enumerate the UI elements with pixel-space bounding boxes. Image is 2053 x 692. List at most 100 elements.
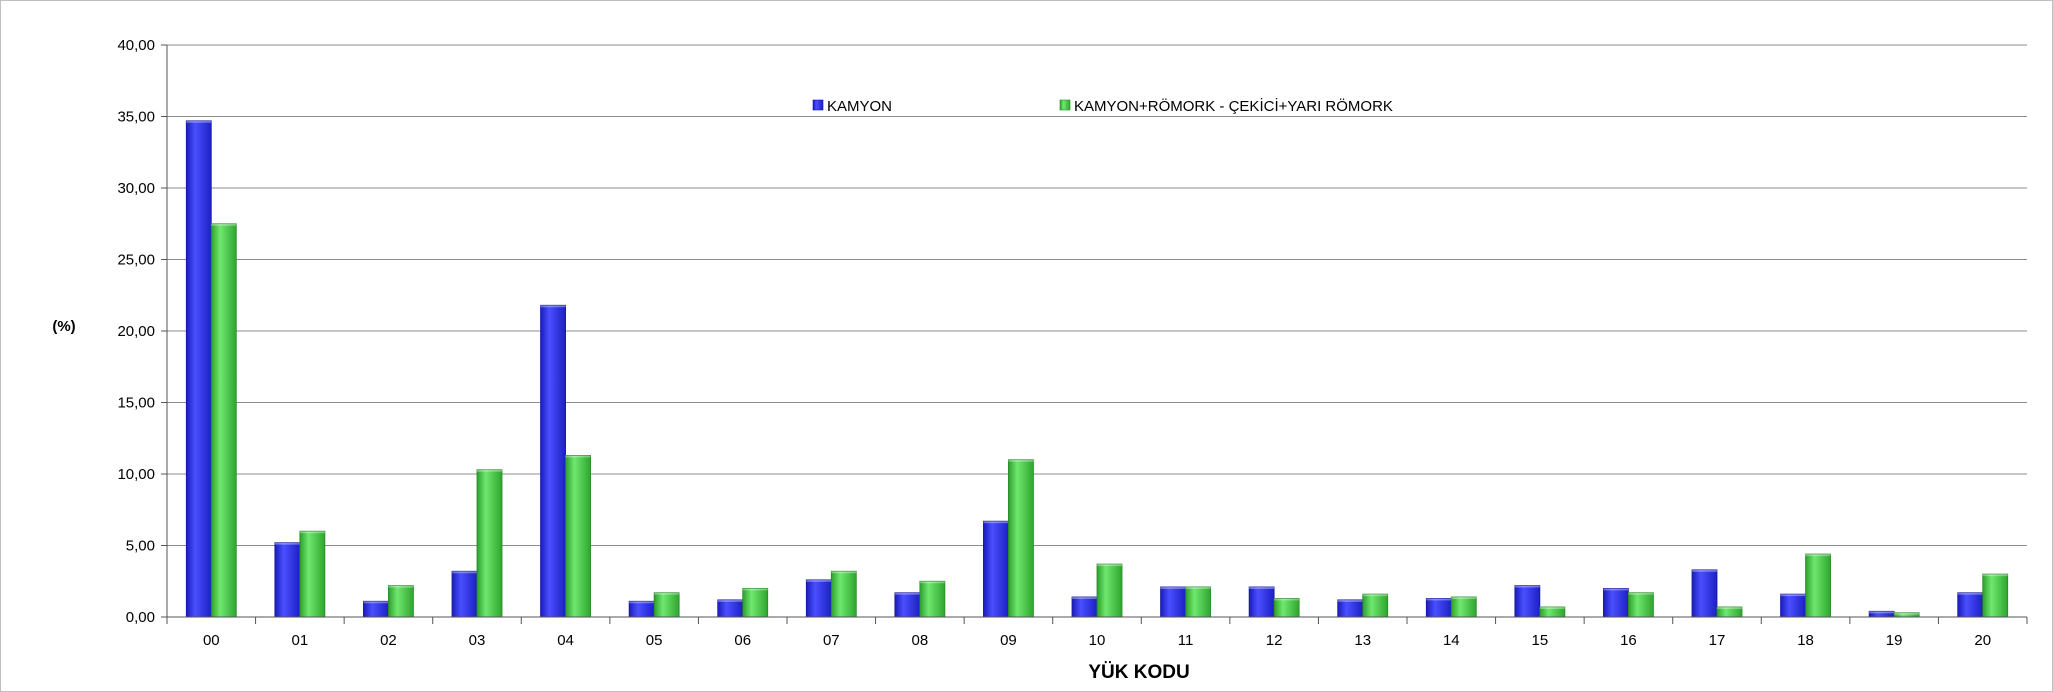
bar-kamyon-romork <box>1450 596 1477 618</box>
bar-kamyon-romork-highlight <box>1185 586 1211 589</box>
bar-kamyon-highlight <box>1160 586 1186 589</box>
bar-kamyon-highlight <box>1514 585 1540 588</box>
x-tick-label: 09 <box>1000 632 1017 649</box>
x-tick-label: 15 <box>1532 632 1549 649</box>
y-tick-label: 30,00 <box>117 180 155 197</box>
x-tick-label: 06 <box>734 632 751 649</box>
bar-kamyon <box>983 520 1009 618</box>
bar-kamyon-romork-highlight <box>1539 606 1565 609</box>
axes: 0,00 5,00 10,00 15,00 20,00 25,00 30,00 35,00 40… <box>117 37 2028 649</box>
bar-kamyon-romork-highlight <box>1362 594 1388 597</box>
bar-kamyon-romork-highlight <box>1894 612 1920 615</box>
bar-kamyon-romork <box>476 469 503 618</box>
bar-kamyon-romork <box>1982 573 2009 618</box>
x-tick-label: 07 <box>823 632 840 649</box>
x-tick-label: 17 <box>1709 632 1726 649</box>
bar-kamyon-romork-highlight <box>388 585 414 588</box>
bar-kamyon-romork-highlight <box>1008 459 1034 462</box>
bar-kamyon-romork <box>742 588 769 618</box>
bar-kamyon-highlight <box>894 592 920 595</box>
legend-label-kamyon: KAMYON <box>827 98 892 115</box>
bar-kamyon-highlight <box>274 542 300 545</box>
bar-kamyon-romork-highlight <box>654 592 680 595</box>
bar-kamyon-romork-highlight <box>1097 564 1122 567</box>
bar-kamyon-highlight <box>1780 594 1806 597</box>
x-tick-label: 01 <box>292 632 309 649</box>
y-tick-label: 5,00 <box>126 538 155 555</box>
bar-kamyon <box>894 592 921 618</box>
bar-kamyon-romork <box>299 530 326 618</box>
bar-kamyon-romork-highlight <box>565 455 591 458</box>
bar-kamyon-highlight <box>1337 599 1363 602</box>
bar-kamyon-highlight <box>452 571 477 574</box>
x-tick-label: 13 <box>1354 632 1371 649</box>
bar-kamyon-romork <box>1008 459 1034 618</box>
bar-kamyon <box>1160 586 1186 618</box>
y-tick-label: 10,00 <box>117 466 155 483</box>
bar-kamyon-romork <box>1362 593 1389 618</box>
x-tick-label: 12 <box>1266 632 1283 649</box>
bar-kamyon-romork <box>1628 592 1654 618</box>
bar-kamyon-romork-highlight <box>1628 592 1654 595</box>
bar-kamyon <box>451 570 478 618</box>
bar-kamyon-romork <box>830 570 857 618</box>
bar-kamyon-highlight <box>540 305 566 308</box>
bar-kamyon-highlight <box>1249 586 1275 589</box>
bar-kamyon <box>185 120 212 618</box>
bar-kamyon-romork <box>565 455 591 618</box>
y-tick-label: 0,00 <box>126 609 155 626</box>
bar-kamyon <box>1603 588 1629 618</box>
bar-kamyon-romork-highlight <box>1805 554 1831 557</box>
bar-kamyon-highlight <box>1072 596 1097 599</box>
x-tick-label: 03 <box>469 632 486 649</box>
legend-swatch-kamyon <box>812 99 824 111</box>
y-tick-label: 20,00 <box>117 323 155 340</box>
bar-kamyon-highlight <box>806 579 832 582</box>
bar-kamyon-romork-highlight <box>742 588 768 591</box>
x-tick-label: 20 <box>1974 632 1991 649</box>
bars <box>185 120 2009 618</box>
bar-kamyon-romork <box>1185 586 1211 618</box>
bar-kamyon-romork-highlight <box>1982 574 2008 577</box>
x-tick-label: 16 <box>1620 632 1637 649</box>
bar-kamyon-highlight <box>629 601 655 604</box>
bar-kamyon-highlight <box>363 601 389 604</box>
bar-kamyon-highlight <box>983 521 1009 524</box>
bar-kamyon-romork-highlight <box>477 469 502 472</box>
gridlines <box>167 44 2027 546</box>
bar-kamyon-romork-highlight <box>919 581 945 584</box>
bar-kamyon-romork <box>210 223 237 618</box>
x-tick-label: 04 <box>557 632 574 649</box>
bar-kamyon <box>1780 593 1806 618</box>
bar-kamyon-romork-highlight <box>299 531 325 534</box>
bar-kamyon-romork-highlight <box>1274 598 1300 601</box>
bar-kamyon <box>540 304 566 618</box>
bar-kamyon-romork <box>1273 598 1300 618</box>
y-axis-title: (%) <box>52 318 75 335</box>
bar-kamyon-highlight <box>186 120 212 123</box>
x-tick-label: 02 <box>380 632 397 649</box>
bar-kamyon <box>1071 596 1098 618</box>
bar-kamyon-highlight <box>1692 569 1717 572</box>
bar-kamyon-highlight <box>1426 598 1452 601</box>
bar-kamyon-romork <box>919 580 946 618</box>
bar-kamyon <box>805 579 832 618</box>
bar-kamyon-romork <box>1096 563 1123 618</box>
y-tick-label: 25,00 <box>117 252 155 269</box>
bar-kamyon <box>274 542 301 618</box>
bar-kamyon-romork <box>1805 553 1831 618</box>
legend: KAMYON KAMYON+RÖMORK - ÇEKİCİ+YARI RÖMOR… <box>812 97 1393 115</box>
bar-kamyon <box>1248 586 1275 618</box>
bar-kamyon-romork <box>388 585 414 618</box>
x-tick-label: 00 <box>203 632 220 649</box>
legend-swatch-kamyon-romork <box>1059 99 1071 111</box>
bar-kamyon-romork-highlight <box>1717 606 1742 609</box>
bar-kamyon <box>363 600 389 618</box>
bar-kamyon-highlight <box>1603 588 1629 591</box>
x-tick-label: 18 <box>1797 632 1814 649</box>
bar-kamyon-romork-highlight <box>211 223 237 226</box>
x-tick-label: 19 <box>1886 632 1903 649</box>
x-tick-label: 14 <box>1443 632 1460 649</box>
x-tick-label: 10 <box>1089 632 1106 649</box>
